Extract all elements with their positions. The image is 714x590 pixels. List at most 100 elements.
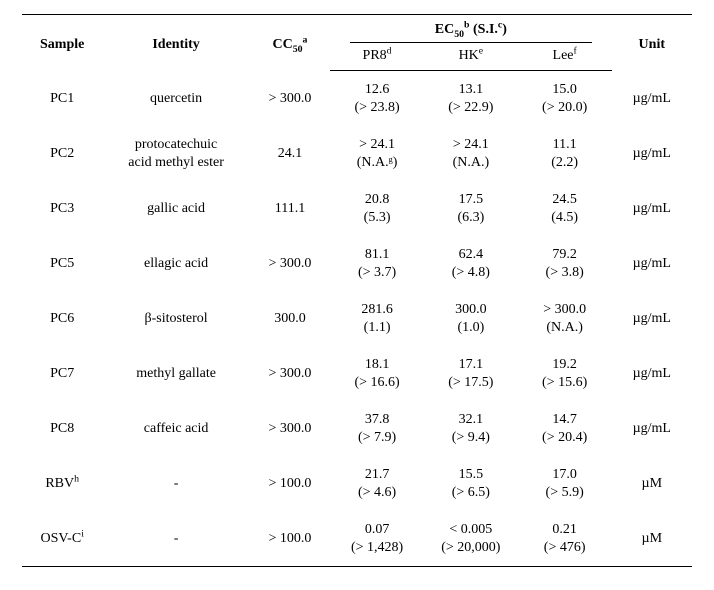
ec50-sup-b: b [464, 19, 469, 30]
cell-pr8-si: (> 7.9) [330, 429, 424, 447]
hk-text: HK [459, 48, 479, 63]
cell-lee: 17.0(> 5.9) [518, 456, 612, 511]
cc50-text: CC [273, 37, 293, 52]
cell-pr8: 12.6(> 23.8) [330, 71, 424, 127]
cell-pr8: 37.8(> 7.9) [330, 401, 424, 456]
table-row: PC5ellagic acid> 300.081.1(> 3.7)62.4(> … [22, 236, 692, 291]
cell-pr8: 18.1(> 16.6) [330, 346, 424, 401]
cell-lee: 24.5(4.5) [518, 181, 612, 236]
cell-hk: < 0.005(> 20,000) [424, 511, 518, 567]
cell-sample: OSV-Ci [22, 511, 102, 567]
cell-hk-value: 300.0 [424, 301, 518, 319]
cell-pr8-value: 37.8 [330, 411, 424, 429]
sample-text: RBV [45, 476, 74, 491]
cell-identity: protocatechuicacid methyl ester [102, 126, 249, 181]
cell-hk-value: 13.1 [424, 81, 518, 99]
cell-pr8-value: > 24.1 [330, 136, 424, 154]
cell-pr8: 0.07(> 1,428) [330, 511, 424, 567]
cell-identity: gallic acid [102, 181, 249, 236]
cell-lee-si: (> 476) [518, 539, 612, 557]
cell-identity: - [102, 456, 249, 511]
cell-sample: PC2 [22, 126, 102, 181]
cell-pr8: 20.8(5.3) [330, 181, 424, 236]
sample-text: OSV-C [40, 531, 81, 546]
cell-lee: 14.7(> 20.4) [518, 401, 612, 456]
lee-sup: f [574, 45, 577, 56]
cell-unit: µg/mL [612, 236, 692, 291]
pr8-text: PR8 [363, 48, 387, 63]
sample-sup: h [74, 473, 79, 484]
cell-lee: 19.2(> 15.6) [518, 346, 612, 401]
cell-sample: RBVh [22, 456, 102, 511]
cell-sample: PC1 [22, 71, 102, 127]
cell-identity: caffeic acid [102, 401, 249, 456]
col-header-sample: Sample [22, 15, 102, 71]
table-row: PC2protocatechuicacid methyl ester24.1> … [22, 126, 692, 181]
cell-lee: 11.1(2.2) [518, 126, 612, 181]
pr8-sup: d [387, 45, 392, 56]
cell-hk-si: (1.0) [424, 319, 518, 337]
cell-unit: µg/mL [612, 346, 692, 401]
cell-pr8-value: 0.07 [330, 521, 424, 539]
cell-lee-value: 11.1 [518, 136, 612, 154]
table-row: PC7methyl gallate> 300.018.1(> 16.6)17.1… [22, 346, 692, 401]
col-header-cc50: CC50a [250, 15, 330, 71]
col-header-lee: Leef [518, 45, 612, 71]
cell-hk-si: (6.3) [424, 209, 518, 227]
cell-cc50: 24.1 [250, 126, 330, 181]
cell-lee-value: 0.21 [518, 521, 612, 539]
cell-pr8-si: (N.A.ᵍ) [330, 154, 424, 172]
cell-lee-value: 17.0 [518, 466, 612, 484]
cell-pr8-value: 281.6 [330, 301, 424, 319]
col-header-identity: Identity [102, 15, 249, 71]
cell-identity: - [102, 511, 249, 567]
cell-hk-si: (> 9.4) [424, 429, 518, 447]
cell-sample: PC8 [22, 401, 102, 456]
cell-pr8: 81.1(> 3.7) [330, 236, 424, 291]
cell-lee-value: 24.5 [518, 191, 612, 209]
cell-lee-si: (2.2) [518, 154, 612, 172]
cell-cc50: > 300.0 [250, 236, 330, 291]
cell-hk-si: (> 4.8) [424, 264, 518, 282]
cell-hk-si: (N.A.) [424, 154, 518, 172]
cell-sample: PC3 [22, 181, 102, 236]
cell-unit: µM [612, 456, 692, 511]
cell-hk: 300.0(1.0) [424, 291, 518, 346]
table-row: PC1quercetin> 300.012.6(> 23.8)13.1(> 22… [22, 71, 692, 127]
cell-pr8: > 24.1(N.A.ᵍ) [330, 126, 424, 181]
cell-pr8-value: 81.1 [330, 246, 424, 264]
hk-sup: e [479, 45, 483, 56]
table-row: PC8caffeic acid> 300.037.8(> 7.9)32.1(> … [22, 401, 692, 456]
cell-lee: 0.21(> 476) [518, 511, 612, 567]
cell-hk-value: 62.4 [424, 246, 518, 264]
cell-hk-si: (> 22.9) [424, 99, 518, 117]
cell-cc50: > 300.0 [250, 346, 330, 401]
cell-hk-value: < 0.005 [424, 521, 518, 539]
table-header: Sample Identity CC50a EC50b (S.I.c) Unit… [22, 15, 692, 71]
identity-line2: acid methyl ester [102, 154, 249, 172]
cell-hk: 15.5(> 6.5) [424, 456, 518, 511]
cell-sample: PC6 [22, 291, 102, 346]
cell-pr8: 281.6(1.1) [330, 291, 424, 346]
cell-sample: PC7 [22, 346, 102, 401]
si-sup-c: c [498, 19, 502, 30]
cell-lee-si: (> 3.8) [518, 264, 612, 282]
data-table: Sample Identity CC50a EC50b (S.I.c) Unit… [22, 14, 692, 567]
cell-lee-si: (N.A.) [518, 319, 612, 337]
ec50-text: EC [435, 22, 454, 37]
cell-unit: µg/mL [612, 71, 692, 127]
cell-cc50: > 300.0 [250, 71, 330, 127]
cell-cc50: > 100.0 [250, 511, 330, 567]
cell-lee-si: (4.5) [518, 209, 612, 227]
col-header-hk: HKe [424, 45, 518, 71]
cell-pr8-si: (> 16.6) [330, 374, 424, 392]
cell-unit: µg/mL [612, 401, 692, 456]
cell-pr8-si: (> 23.8) [330, 99, 424, 117]
cell-hk-value: 17.1 [424, 356, 518, 374]
cell-hk: > 24.1(N.A.) [424, 126, 518, 181]
cell-lee-si: (> 20.0) [518, 99, 612, 117]
si-text: (S.I. [473, 22, 498, 37]
cell-unit: µg/mL [612, 291, 692, 346]
cell-pr8-si: (> 1,428) [330, 539, 424, 557]
col-header-ec50-group: EC50b (S.I.c) [330, 15, 611, 45]
